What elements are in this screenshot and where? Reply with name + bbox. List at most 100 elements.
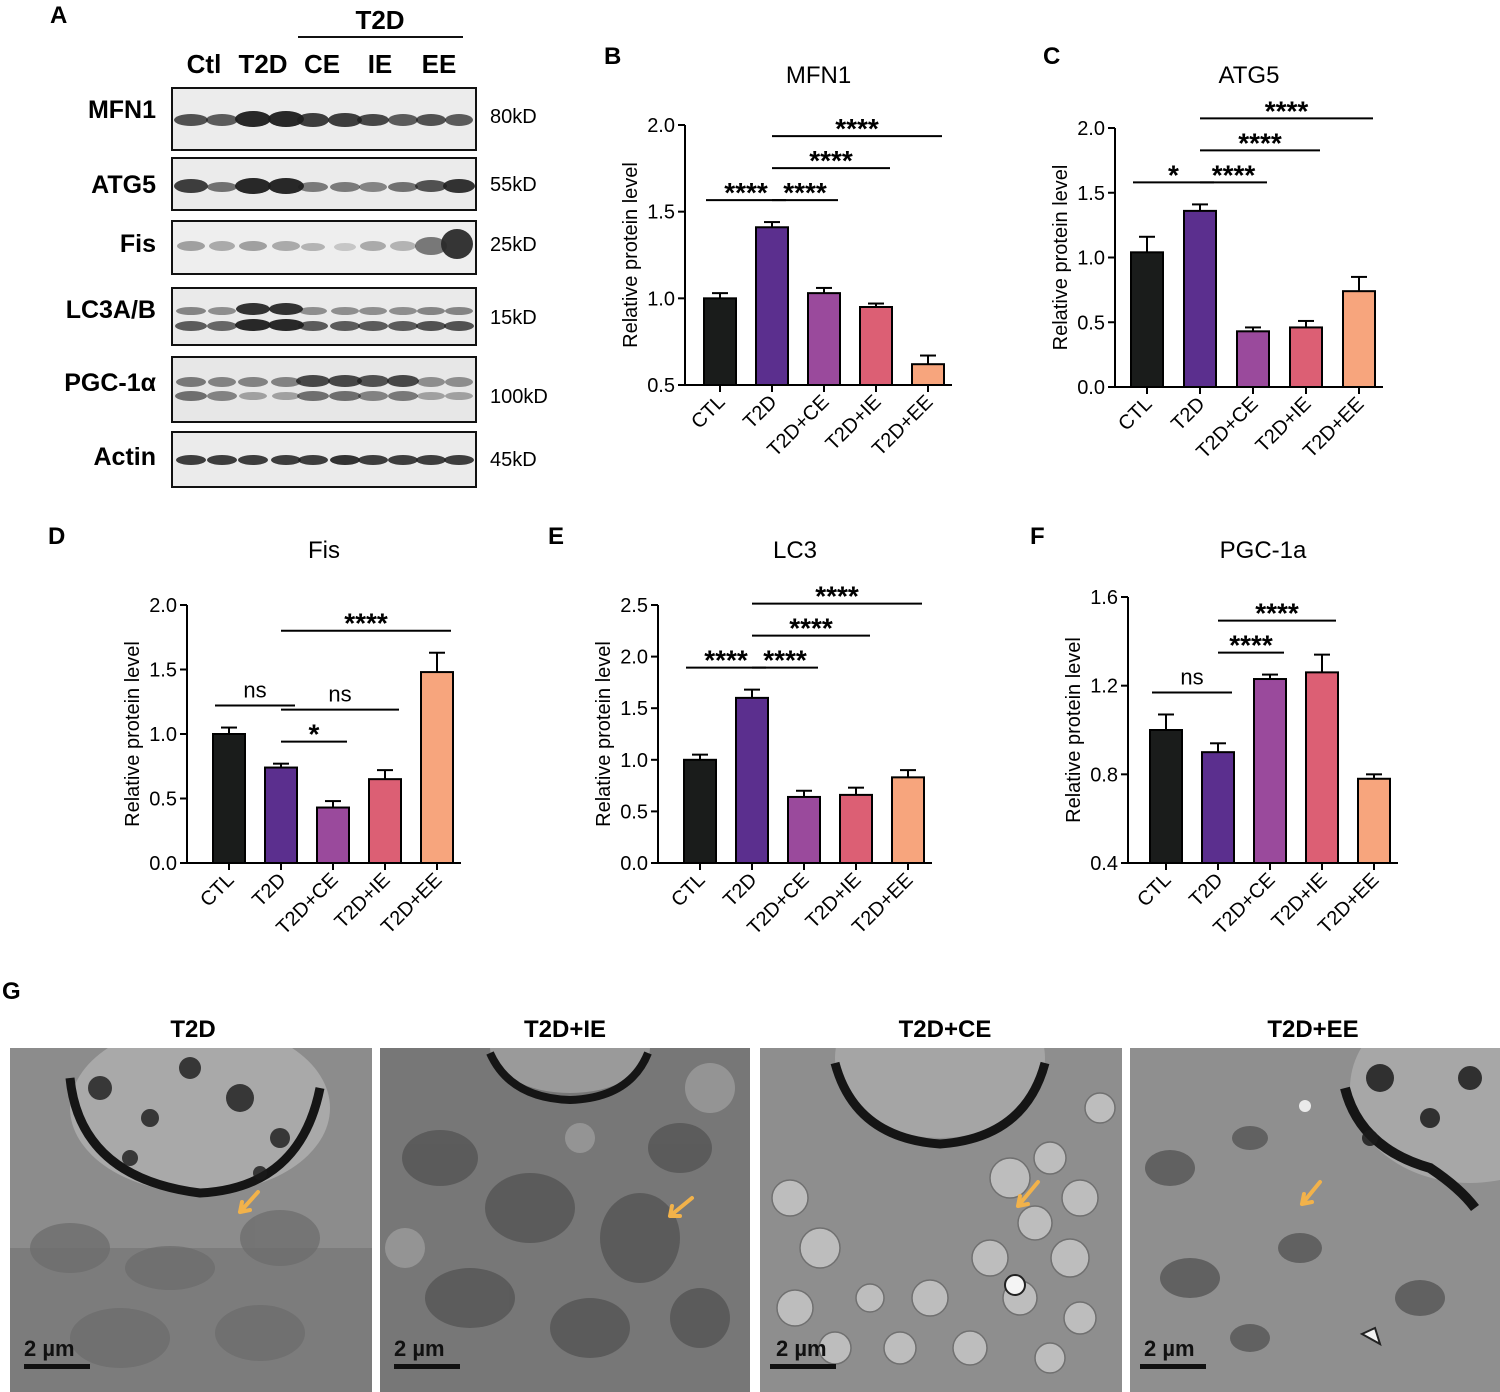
em-scale-bar-t2d-ce [770, 1364, 836, 1369]
bar-ctl [683, 758, 717, 864]
y-tick-label: 0.4 [1090, 853, 1118, 875]
chart-atg5: ATG5 0.0 0.5 1.0 1.5 2.0 Relative protein leve… [1050, 62, 1383, 463]
significance-label: **** [1255, 598, 1299, 629]
bar-t2d-ie [368, 778, 402, 864]
y-tick-label: 1.0 [620, 750, 648, 772]
blot-label-atg5: ATG5 [91, 171, 156, 199]
blot-mw-lc3ab: 15kD [490, 307, 537, 329]
lane-label-ie: IE [367, 49, 393, 79]
y-tick-label: 0.0 [620, 853, 648, 875]
panel-letter-d: D [48, 523, 66, 550]
bar-t2d-ie [1289, 326, 1323, 388]
blot-label-lc3ab: LC3A/B [65, 296, 156, 324]
em-image-t2d: 2 µm [10, 1048, 372, 1392]
blot-strip-pgc1a [171, 356, 477, 423]
x-tick-label: CTL [1133, 869, 1175, 911]
em-image-t2d-ee: 2 µm [1130, 1048, 1500, 1392]
x-tick-label: CTL [196, 869, 238, 911]
em-title-t2d: T2D [170, 1016, 216, 1043]
chart-title: MFN1 [786, 62, 851, 89]
significance-label: **** [1229, 630, 1273, 661]
blot-label-pgc1a: PGC-1α [64, 369, 156, 397]
significance-label: **** [344, 608, 388, 639]
panel-letter-g: G [2, 978, 21, 1005]
y-tick-label: 0.5 [1077, 312, 1105, 334]
bar-t2d [1183, 209, 1217, 388]
y-tick-label: 2.0 [1077, 118, 1105, 140]
y-tick-label: 2.0 [149, 595, 177, 617]
em-scale-label-t2d-ie: 2 µm [394, 1336, 445, 1361]
panel-letter-a: A [50, 2, 68, 29]
blot-strip-fis [171, 220, 477, 275]
bar-ctl [1130, 251, 1164, 388]
bar-t2d-ee [1357, 777, 1391, 864]
chart-pgc1a: PGC-1a 0.4 0.8 1.2 1.6 Relative protein level… [1063, 537, 1398, 939]
em-scale-bar-t2d-ee [1140, 1364, 1206, 1369]
significance-label: **** [815, 581, 859, 612]
panel-letter-f: F [1030, 523, 1045, 550]
chart-fis: Fis 0.0 0.5 1.0 1.5 2.0 Relative protein level… [122, 537, 461, 939]
significance-label: * [1168, 159, 1179, 190]
em-title-t2d-ee: T2D+EE [1267, 1016, 1359, 1043]
chart-title: PGC-1a [1220, 537, 1307, 564]
chart-title: ATG5 [1219, 62, 1280, 89]
y-tick-label: 1.5 [149, 660, 177, 682]
significance-label: **** [763, 645, 807, 676]
y-tick-label: 1.0 [1077, 248, 1105, 270]
em-arrow-t2d-ie [668, 1196, 694, 1218]
y-axis-label: Relative protein level [620, 162, 642, 348]
bar-t2d-ce [1253, 678, 1287, 864]
bar-t2d-ce [807, 292, 841, 386]
x-tick-label: T2D [719, 869, 761, 911]
significance-label: ns [1180, 664, 1203, 689]
significance-label: **** [1212, 159, 1256, 190]
blot-label-mfn1: MFN1 [87, 96, 156, 124]
y-tick-label: 1.2 [1090, 676, 1118, 698]
blot-strip-lc3ab [171, 287, 477, 346]
bar-t2d [1201, 751, 1235, 865]
em-arrow-t2d-ce [1016, 1180, 1040, 1208]
panel-letter-c: C [1043, 43, 1061, 70]
em-arrow-t2d-ee [1300, 1180, 1322, 1206]
em-image-t2d-ce: 2 µm [760, 1048, 1122, 1392]
em-scale-bar-t2d-ie [394, 1364, 460, 1369]
chart-title: LC3 [773, 537, 817, 564]
bar-t2d-ee [891, 776, 925, 864]
significance-label: ns [328, 682, 351, 707]
bar-ctl [703, 297, 737, 386]
y-tick-label: 1.5 [620, 698, 648, 720]
significance-label: **** [835, 113, 879, 144]
bar-t2d-ee [420, 671, 454, 864]
bar-t2d-ee [1342, 290, 1376, 388]
significance-label: **** [789, 613, 833, 644]
y-tick-label: 0.5 [647, 375, 675, 397]
y-axis-label: Relative protein level [1063, 637, 1085, 823]
significance-label: **** [809, 145, 853, 176]
x-tick-label: CTL [687, 391, 729, 433]
bar-ctl [212, 733, 246, 864]
bar-t2d-ie [839, 793, 873, 864]
em-title-t2d-ce: T2D+CE [898, 1016, 992, 1043]
x-tick-label: T2D [1185, 869, 1227, 911]
blot-mw-fis: 25kD [490, 234, 537, 256]
x-tick-label: T2D [739, 391, 781, 433]
bar-ctl [1149, 729, 1183, 864]
blot-label-fis: Fis [119, 230, 156, 258]
lane-label-ee: EE [421, 49, 457, 79]
significance-label: **** [1238, 127, 1282, 158]
panel-letter-b: B [604, 43, 622, 70]
blot-group-line [298, 36, 463, 38]
y-tick-label: 0.8 [1090, 764, 1118, 786]
y-tick-label: 0.5 [620, 801, 648, 823]
y-tick-label: 1.0 [149, 724, 177, 746]
bar-t2d-ie [859, 306, 893, 386]
lane-label-ce: CE [303, 49, 341, 79]
chart-lc3: LC3 0.0 0.5 1.0 1.5 2.0 2.5 Relative protein le… [593, 537, 932, 939]
y-tick-label: 1.5 [647, 202, 675, 224]
y-tick-label: 2.5 [620, 595, 648, 617]
bar-t2d [264, 766, 298, 864]
blot-mw-atg5: 55kD [490, 174, 537, 196]
y-tick-label: 2.0 [647, 115, 675, 137]
y-tick-label: 1.6 [1090, 587, 1118, 609]
blot-mw-actin: 45kD [490, 449, 537, 471]
